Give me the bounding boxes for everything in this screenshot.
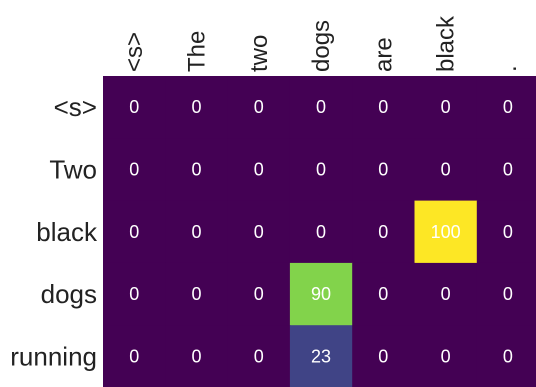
heatmap-cell: [476, 262, 536, 326]
row-label: <s>: [54, 92, 97, 122]
row-label: black: [36, 217, 98, 247]
heatmap-cell: [414, 200, 478, 264]
cell-value-label: 0: [441, 97, 451, 117]
cell-value-label: 0: [254, 160, 264, 180]
heatmap-cell: [289, 200, 353, 264]
cell-value-label: 100: [431, 222, 461, 242]
column-label: The: [183, 31, 210, 72]
heatmap-cell: [227, 262, 291, 326]
heatmap-cell: [289, 262, 353, 326]
cell-value-label: 0: [503, 222, 513, 242]
cell-value-label: 0: [129, 284, 139, 304]
heatmap-cell: [414, 262, 478, 326]
heatmap-cell: [165, 325, 229, 387]
column-label: dogs: [308, 20, 335, 72]
cell-value-label: 0: [378, 97, 388, 117]
cell-value-label: 0: [129, 346, 139, 366]
column-label: black: [433, 15, 460, 72]
heatmap-cell: [227, 325, 291, 387]
cell-value-label: 0: [191, 284, 201, 304]
cell-value-label: 0: [503, 346, 513, 366]
heatmap-cell: [103, 138, 166, 202]
heatmap-cell: [165, 76, 229, 139]
cell-value-label: 0: [316, 97, 326, 117]
column-label: <s>: [121, 32, 148, 72]
cell-value-label: 0: [441, 346, 451, 366]
cell-value-label: 0: [129, 160, 139, 180]
heatmap-cell: [227, 138, 291, 202]
cell-value-label: 0: [191, 346, 201, 366]
cell-value-label: 0: [254, 97, 264, 117]
heatmap-cell: [103, 262, 166, 326]
column-label: are: [370, 37, 397, 72]
cell-value-label: 0: [378, 284, 388, 304]
cell-value-label: 0: [129, 222, 139, 242]
heatmap-cell: [165, 138, 229, 202]
heatmap-cell: [476, 76, 536, 139]
heatmap-cell: [414, 138, 478, 202]
cell-value-label: 0: [378, 160, 388, 180]
cell-value-label: 0: [503, 97, 513, 117]
cell-value-label: 0: [441, 160, 451, 180]
cell-value-label: 0: [316, 222, 326, 242]
cell-value-label: 0: [254, 222, 264, 242]
heatmap-cell: [352, 138, 416, 202]
heatmap-cell: [476, 325, 536, 387]
row-labels: <s> Two black dogs running: [10, 92, 98, 371]
row-label: running: [10, 341, 97, 371]
cell-value-label: 0: [503, 160, 513, 180]
column-label: two: [246, 35, 273, 72]
heatmap-cell: [476, 200, 536, 264]
heatmap-cell: [289, 138, 353, 202]
heatmap-cell: [103, 200, 166, 264]
cell-value-label: 23: [311, 346, 331, 366]
heatmap-cells: 0 0 0 0 0 0 0 0 0 0 0 0 0 0 0 0 0 0 0 100 0 0 0 0 90 0 0 0 0 0 0 23 0 0 0: [103, 76, 536, 387]
cell-value-label: 0: [254, 346, 264, 366]
heatmap-cell: [227, 76, 291, 139]
cell-value-label: 0: [129, 97, 139, 117]
cell-value-label: 0: [191, 97, 201, 117]
heatmap-cell: [352, 76, 416, 139]
cell-value-label: 0: [378, 346, 388, 366]
cell-value-label: 0: [503, 284, 513, 304]
heatmap-cell: [352, 200, 416, 264]
row-label: Two: [49, 154, 97, 184]
heatmap-cell: [476, 138, 536, 202]
column-label: .: [495, 65, 522, 72]
heatmap-cell: [352, 262, 416, 326]
cell-value-label: 0: [191, 222, 201, 242]
cell-value-label: 0: [441, 284, 451, 304]
heatmap-cell: [289, 76, 353, 139]
column-labels: <s> The two dogs are black.: [121, 15, 522, 72]
heatmap-cell: [414, 325, 478, 387]
cell-value-label: 0: [191, 160, 201, 180]
heatmap-cell: [352, 325, 416, 387]
heatmap-cell: [165, 262, 229, 326]
cell-value-label: 90: [311, 284, 331, 304]
heatmap-cell: [414, 76, 478, 139]
row-label: dogs: [41, 279, 97, 309]
heatmap-cell: [289, 325, 353, 387]
heatmap-cell: [227, 200, 291, 264]
cell-value-label: 0: [316, 160, 326, 180]
heatmap-cell: [165, 200, 229, 264]
heatmap-cell: [103, 76, 166, 139]
heatmap-cell: [103, 325, 166, 387]
cell-value-label: 0: [254, 284, 264, 304]
cell-value-label: 0: [378, 222, 388, 242]
